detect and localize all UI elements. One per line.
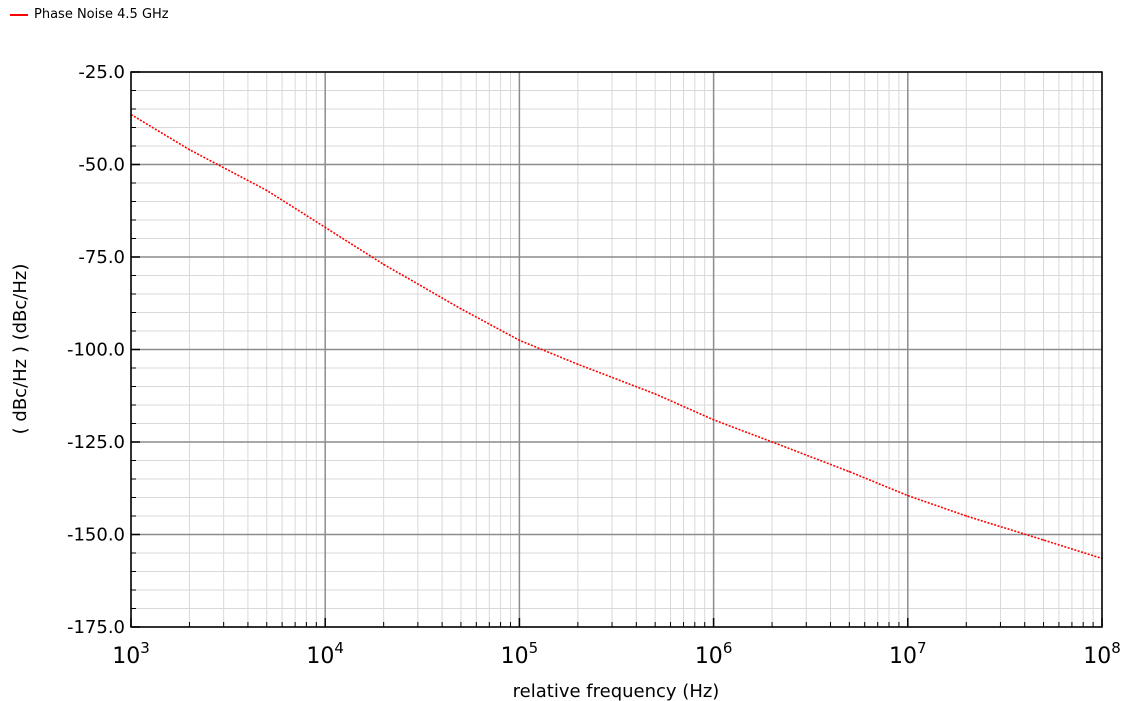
series-point xyxy=(265,189,268,192)
axis-ticks xyxy=(130,71,1103,628)
x-tick-label: 107 xyxy=(889,639,927,669)
y-axis-label: ( dBc/Hz ) (dBc/Hz) xyxy=(10,264,31,435)
y-tick-labels: -25.0 -50.0 -75.0 -100.0 -125.0 -150.0 -175.0 xyxy=(67,62,125,638)
series-layer xyxy=(130,113,1103,560)
x-tick-base: 10 xyxy=(306,644,334,669)
series-point xyxy=(654,393,656,395)
series-point xyxy=(382,263,385,266)
y-tick-label: -25.0 xyxy=(78,62,125,83)
x-tick-label: 104 xyxy=(306,639,344,669)
series-point xyxy=(460,308,462,310)
x-tick-exponent: 3 xyxy=(140,639,150,657)
x-tick-base: 10 xyxy=(501,644,529,669)
series-line xyxy=(130,113,1103,560)
x-axis-label: relative frequency (Hz) xyxy=(513,681,720,701)
series-point xyxy=(848,470,851,473)
legend: Phase Noise 4.5 GHz xyxy=(10,7,169,22)
x-tick-base: 10 xyxy=(112,644,140,669)
x-tick-exponent: 7 xyxy=(917,639,927,657)
legend-label: Phase Noise 4.5 GHz xyxy=(34,7,169,22)
x-tick-exponent: 4 xyxy=(334,639,344,657)
series-point xyxy=(1042,539,1045,541)
x-tick-exponent: 5 xyxy=(529,639,539,657)
y-tick-label: -50.0 xyxy=(78,155,125,176)
x-tick-labels: 103 104 105 106 107 108 xyxy=(112,639,1121,669)
y-tick-label: -100.0 xyxy=(67,340,125,361)
series-point xyxy=(518,339,521,342)
x-tick-exponent: 6 xyxy=(723,639,733,657)
series-point xyxy=(577,363,579,366)
series-point xyxy=(712,419,715,421)
series-point xyxy=(188,148,191,151)
x-tick-label: 108 xyxy=(1083,639,1121,669)
x-tick-label: 103 xyxy=(112,639,150,669)
x-tick-base: 10 xyxy=(695,644,723,669)
y-tick-label: -75.0 xyxy=(78,247,125,268)
x-tick-base: 10 xyxy=(1083,644,1111,669)
y-tick-label: -125.0 xyxy=(67,432,125,453)
series-point xyxy=(907,494,909,497)
x-tick-exponent: 8 xyxy=(1111,639,1121,657)
series-point xyxy=(324,226,327,229)
x-tick-base: 10 xyxy=(889,644,917,669)
series-point xyxy=(771,441,773,443)
y-tick-label: -175.0 xyxy=(67,617,125,638)
series-point xyxy=(965,515,968,517)
legend-swatch-red xyxy=(10,13,28,16)
y-tick-label: -150.0 xyxy=(67,525,125,546)
x-tick-label: 105 xyxy=(501,639,539,669)
x-tick-label: 106 xyxy=(695,639,733,669)
